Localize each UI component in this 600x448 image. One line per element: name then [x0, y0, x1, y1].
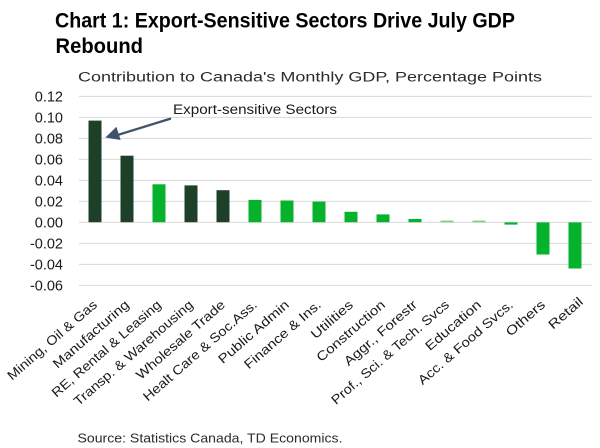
svg-text:0.10: 0.10: [35, 111, 63, 127]
svg-text:0.08: 0.08: [35, 132, 63, 148]
svg-text:0.06: 0.06: [35, 153, 63, 169]
svg-text:Source: Statistics Canada, TD: Source: Statistics Canada, TD Economics.: [78, 431, 343, 446]
svg-text:-0.04: -0.04: [30, 258, 63, 274]
svg-text:Rebound: Rebound: [56, 34, 144, 58]
svg-text:-0.06: -0.06: [30, 279, 63, 295]
svg-text:-0.02: -0.02: [30, 237, 63, 253]
svg-text:0.00: 0.00: [35, 216, 63, 232]
svg-text:0.04: 0.04: [35, 174, 63, 190]
svg-text:0.12: 0.12: [35, 90, 63, 106]
svg-text:0.02: 0.02: [35, 195, 63, 211]
svg-text:Contribution to Canada's Month: Contribution to Canada's Monthly GDP, Pe…: [78, 70, 542, 85]
svg-text:Export-sensitive Sectors: Export-sensitive Sectors: [173, 102, 337, 117]
svg-text:Chart 1: Export-Sensitive Sect: Chart 1: Export-Sensitive Sectors Drive …: [55, 9, 515, 33]
